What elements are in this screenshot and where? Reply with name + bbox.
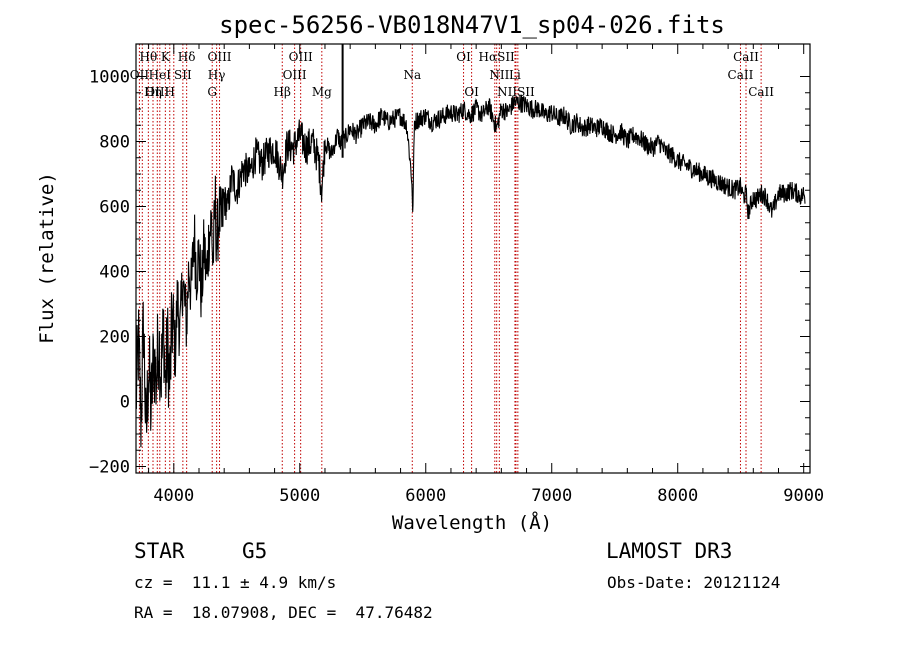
- line-marker-label: NII: [489, 68, 509, 82]
- line-marker-label: HαSII: [479, 50, 516, 64]
- line-marker-label: NIISII: [497, 85, 535, 99]
- y-tick-label: 0: [120, 393, 130, 413]
- object-subclass: G5: [242, 539, 268, 563]
- y-tick-label: 1000: [89, 68, 130, 88]
- line-marker-label: OIII: [283, 68, 307, 82]
- line-marker-label: OI: [456, 50, 471, 64]
- line-marker-label: Mg: [312, 85, 332, 99]
- line-marker-label: CaII: [748, 85, 774, 99]
- line-marker-label: G: [207, 85, 217, 99]
- line-marker-label: Hη: [144, 85, 162, 99]
- y-tick-label: 200: [99, 328, 130, 348]
- line-marker-label: Hθ: [139, 50, 157, 64]
- y-axis-label: Flux (relative): [36, 172, 58, 344]
- obs-date: Obs-Date: 20121124: [607, 573, 781, 592]
- line-marker-label: Hγ: [208, 68, 226, 82]
- x-axis-label: Wavelength (Å): [392, 511, 552, 534]
- line-marker-label: Hβ: [274, 85, 291, 99]
- x-tick-label: 4000: [153, 486, 194, 506]
- line-marker-label: SII: [174, 68, 192, 82]
- x-tick-label: 7000: [531, 486, 572, 506]
- x-axis: 4000 5000 6000 7000 8000 9000: [148, 44, 824, 506]
- line-marker-label: OIII: [145, 85, 169, 99]
- x-tick-label: 6000: [405, 486, 446, 506]
- x-tick-label: 5000: [279, 486, 320, 506]
- spectrum-line: [135, 94, 806, 448]
- y-axis: −200 0 200 400 600 800 1000: [89, 68, 810, 478]
- chart-title: spec-56256-VB018N47V1_sp04-026.fits: [219, 11, 725, 39]
- line-marker-label: OIII: [207, 50, 231, 64]
- line-marker-label: OI: [464, 85, 479, 99]
- x-tick-label: 9000: [783, 486, 824, 506]
- y-tick-label: 800: [99, 133, 130, 153]
- line-markers: [138, 44, 762, 473]
- coordinates: RA = 18.07908, DEC = 47.76482: [134, 603, 433, 622]
- line-marker-label: Li: [509, 68, 521, 82]
- line-marker-labels: Hθ K Hδ OIII OIII OI HαSII CaII OII HeI SII Hγ OIII N…: [130, 50, 775, 99]
- line-marker-label: K: [161, 50, 171, 64]
- plot-frame: [135, 43, 811, 474]
- line-marker-label: HeI: [149, 68, 172, 82]
- y-tick-label: 600: [99, 198, 130, 218]
- redshift-value: cz = 11.1 ± 4.9 km/s: [134, 573, 337, 592]
- y-tick-label: −200: [89, 458, 130, 478]
- survey-name: LAMOST DR3: [606, 539, 733, 563]
- line-marker-label: H: [165, 85, 175, 99]
- x-tick-label: 8000: [657, 486, 698, 506]
- y-tick-label: 400: [99, 263, 130, 283]
- line-marker-label: OII: [130, 68, 150, 82]
- line-marker-label: OIII: [289, 50, 313, 64]
- object-class: STAR: [134, 539, 185, 563]
- line-marker-label: CaII: [728, 68, 754, 82]
- line-marker-label: Hδ: [178, 50, 196, 64]
- line-marker-label: Na: [403, 68, 421, 82]
- line-marker-label: CaII: [733, 50, 759, 64]
